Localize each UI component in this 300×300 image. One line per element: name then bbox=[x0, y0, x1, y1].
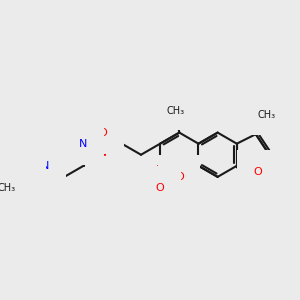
Text: CH₃: CH₃ bbox=[167, 106, 184, 116]
Text: N: N bbox=[41, 161, 50, 171]
Text: O: O bbox=[22, 190, 30, 200]
Text: CH₃: CH₃ bbox=[0, 183, 16, 193]
Text: O: O bbox=[254, 167, 262, 177]
Text: O: O bbox=[156, 183, 164, 193]
Text: S: S bbox=[22, 172, 30, 182]
Text: O: O bbox=[175, 172, 184, 182]
Text: CH₃: CH₃ bbox=[258, 110, 276, 120]
Text: N: N bbox=[79, 139, 88, 149]
Text: O: O bbox=[98, 128, 107, 138]
Text: O: O bbox=[6, 163, 15, 173]
